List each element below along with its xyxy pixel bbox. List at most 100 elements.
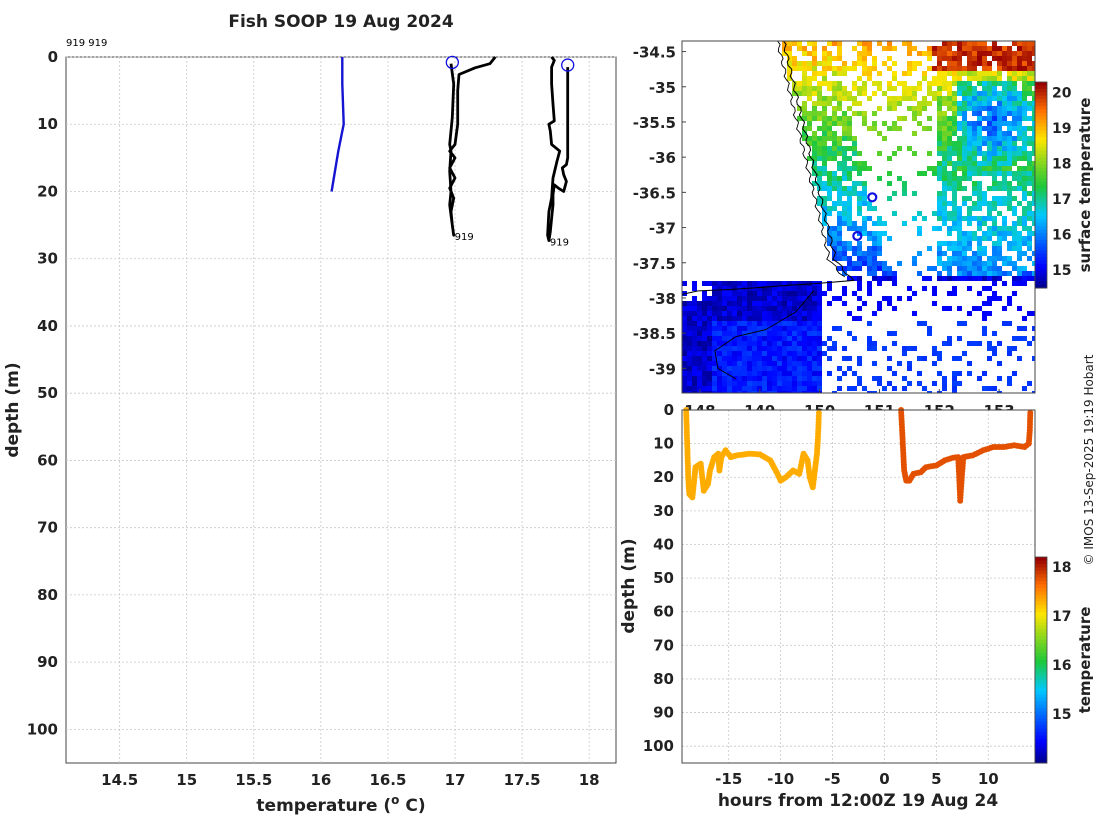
sst-cell <box>902 191 907 196</box>
sst-cell <box>772 361 777 366</box>
colorbar-swatch <box>1035 157 1047 162</box>
sst-cell <box>807 141 812 146</box>
sst-cell <box>707 356 712 361</box>
sst-cell <box>702 301 707 306</box>
sst-cell <box>802 136 807 141</box>
sst-cell <box>842 86 847 91</box>
sst-cell <box>717 286 722 291</box>
sst-cell <box>722 391 727 393</box>
colorbar-swatch <box>1035 642 1047 647</box>
sst-cell <box>947 81 952 86</box>
x-tick-label: 17.5 <box>504 771 541 789</box>
sst-cell <box>837 91 842 96</box>
sst-cell <box>697 336 702 341</box>
sst-cell <box>807 356 812 361</box>
sst-cell <box>802 301 807 306</box>
sst-cell <box>887 106 892 111</box>
sst-cell <box>812 56 817 61</box>
sst-cell <box>737 376 742 381</box>
sst-cell <box>1012 206 1017 211</box>
sst-cell <box>782 351 787 356</box>
sst-cell <box>902 96 907 101</box>
sst-cell <box>682 391 687 393</box>
sst-cell <box>952 386 957 391</box>
sst-cell <box>762 376 767 381</box>
sst-cell <box>692 371 697 376</box>
sst-cell <box>772 281 777 286</box>
depth-time-x-axis-label: hours from 12:00Z 19 Aug 24 <box>718 791 999 811</box>
sst-cell <box>762 301 767 306</box>
sst-cell <box>777 391 782 393</box>
sst-cell <box>1017 236 1022 241</box>
sst-cell <box>982 221 987 226</box>
sst-cell <box>942 306 947 311</box>
sst-cell <box>842 216 847 221</box>
sst-cell <box>737 351 742 356</box>
sst-cell <box>697 346 702 351</box>
sst-cell <box>922 96 927 101</box>
sst-cell <box>997 226 1002 231</box>
sst-cell <box>892 211 897 216</box>
sst-cell <box>757 376 762 381</box>
sst-cell <box>967 286 972 291</box>
sst-cell <box>1002 321 1007 326</box>
x-tick-label: 16 <box>310 771 331 789</box>
profile-plot-area <box>65 56 617 764</box>
sst-cell <box>827 211 832 216</box>
sst-cell <box>1012 56 1017 61</box>
sst-cell <box>872 111 877 116</box>
sst-cell <box>1012 96 1017 101</box>
sst-cell <box>1002 281 1007 286</box>
sst-cell <box>767 301 772 306</box>
sst-cell <box>807 316 812 321</box>
sst-cell <box>957 126 962 131</box>
colorbar-swatch <box>1035 274 1047 279</box>
sst-cell <box>942 116 947 121</box>
sst-cell <box>857 61 862 66</box>
sst-cell <box>782 51 787 56</box>
sst-cell <box>842 171 847 176</box>
sst-cell <box>972 191 977 196</box>
sst-cell <box>937 356 942 361</box>
sst-cell <box>1022 196 1027 201</box>
sst-cell <box>837 141 842 146</box>
sst-cell <box>767 376 772 381</box>
sst-cell <box>1032 196 1035 201</box>
sst-cell <box>812 61 817 66</box>
sst-cell <box>997 71 1002 76</box>
sst-cell <box>1027 341 1032 346</box>
sst-cell <box>782 341 787 346</box>
sst-cell <box>997 161 1002 166</box>
sst-cell <box>682 316 687 321</box>
sst-cell <box>772 306 777 311</box>
sst-cell <box>872 376 877 381</box>
sst-cell <box>992 131 997 136</box>
sst-cell <box>687 301 692 306</box>
colorbar-swatch <box>1035 281 1047 286</box>
sst-cell <box>692 341 697 346</box>
sst-cell <box>1017 131 1022 136</box>
sst-cell <box>962 51 967 56</box>
sst-cell <box>717 361 722 366</box>
sst-cell <box>912 96 917 101</box>
sst-cell <box>1022 266 1027 271</box>
sst-cell <box>717 291 722 296</box>
sst-cell <box>1022 46 1027 51</box>
sst-cell <box>717 306 722 311</box>
colorbar-swatch <box>1035 126 1047 131</box>
sst-cell <box>987 341 992 346</box>
sst-cell <box>797 296 802 301</box>
sst-cell <box>747 281 752 286</box>
sst-cell <box>832 251 837 256</box>
sst-cell <box>942 381 947 386</box>
sst-cell <box>787 386 792 391</box>
sst-cell <box>917 356 922 361</box>
sst-cell <box>822 181 827 186</box>
sst-cell <box>932 346 937 351</box>
sst-cell <box>962 101 967 106</box>
sst-cell <box>982 386 987 391</box>
sst-colorbar-label: surface temperature <box>1076 98 1094 273</box>
sst-cell <box>977 166 982 171</box>
sst-cell <box>1027 86 1032 91</box>
sst-cell <box>847 211 852 216</box>
